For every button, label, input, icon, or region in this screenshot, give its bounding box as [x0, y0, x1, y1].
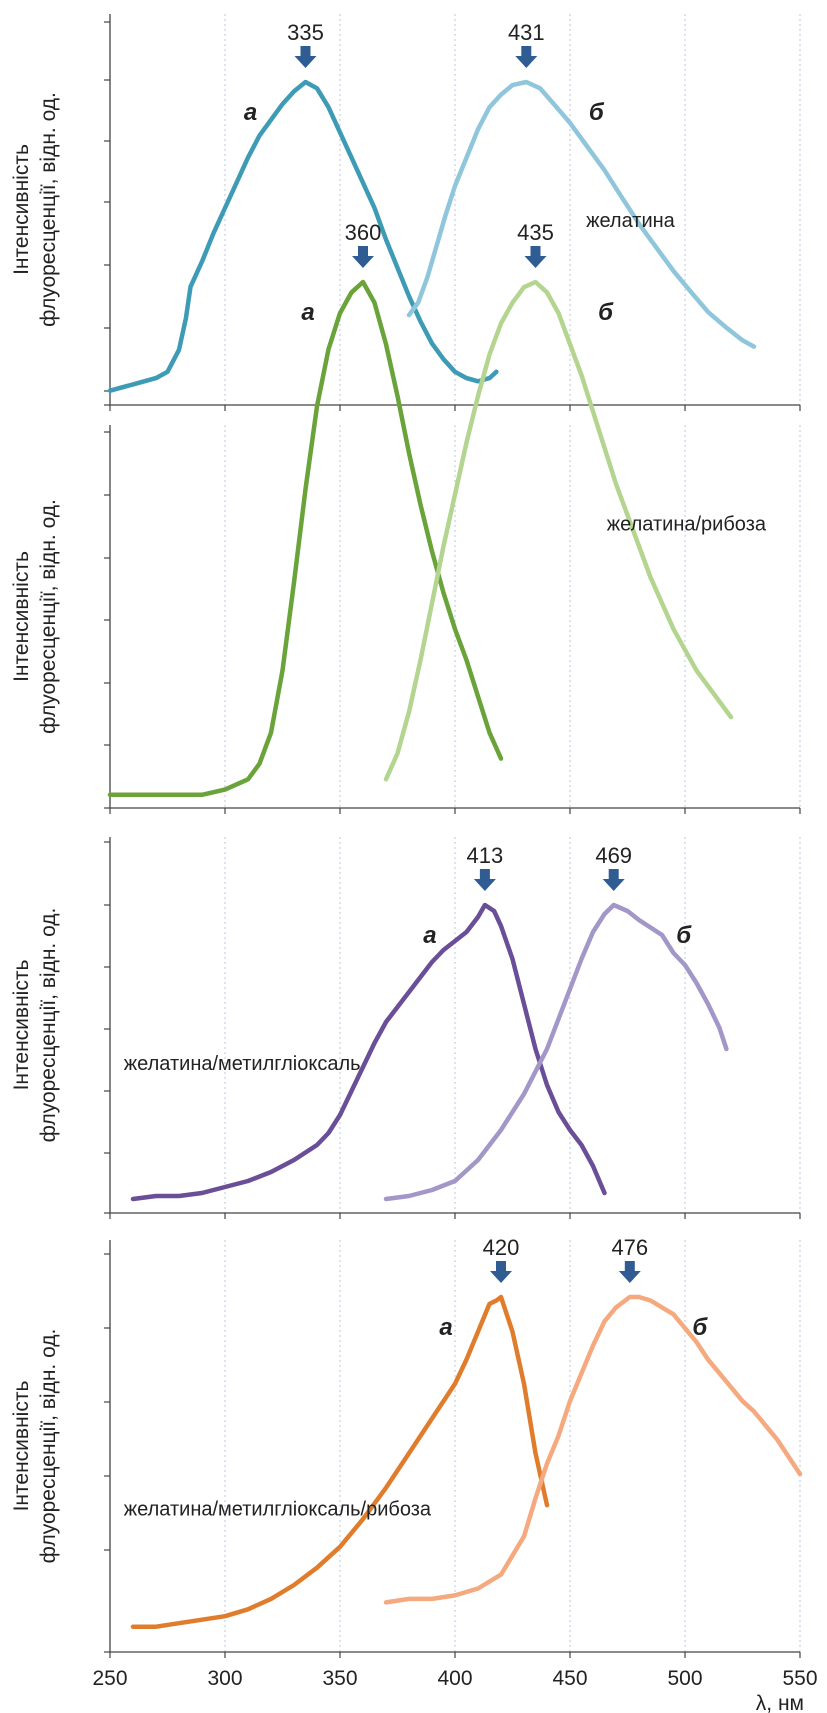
curve-tag: а — [439, 1314, 452, 1341]
x-tick-label: 500 — [667, 1667, 702, 1690]
y-axis-label: Інтенсивність флуоресценції, відн. од. — [10, 908, 60, 1143]
x-tick-label: 300 — [207, 1667, 242, 1690]
panel-1: Інтенсивність флуоресценції, відн. од. 335… — [10, 14, 801, 411]
peak-arrow — [618, 1261, 641, 1283]
y-axis-label: Інтенсивність флуоресценції, відн. од. — [10, 499, 60, 734]
peak-arrow — [352, 246, 374, 268]
series-line-a — [130, 902, 607, 1202]
peak-arrow — [490, 1261, 512, 1283]
series-line-b — [383, 902, 729, 1202]
x-tick-label: 400 — [437, 1667, 472, 1690]
peak-label: 431 — [508, 20, 545, 45]
peak-label: 476 — [611, 1235, 648, 1260]
curve-tag: б — [598, 299, 614, 326]
curve-tag: а — [423, 922, 436, 949]
peak-label: 360 — [345, 220, 382, 245]
y-axis-label: Інтенсивність флуоресценції, відн. од. — [10, 92, 60, 327]
peak-arrow — [602, 869, 625, 891]
peak-arrow — [524, 246, 547, 268]
series-line-b — [383, 1294, 803, 1605]
peak-label: 335 — [287, 20, 324, 45]
series-line-a — [130, 1294, 550, 1629]
x-tick-label: 550 — [782, 1667, 817, 1690]
peak-arrow — [294, 46, 317, 68]
x-tick-label: 450 — [552, 1667, 587, 1690]
x-tick-label: 250 — [92, 1667, 127, 1690]
sample-label: желатина — [586, 210, 676, 232]
peak-label: 469 — [595, 843, 632, 868]
sample-label: желатина/метилгліоксаль/рибоза — [124, 1499, 432, 1521]
series-line-a — [107, 79, 499, 393]
peak-label: 413 — [467, 843, 504, 868]
curve-tag: б — [676, 922, 692, 949]
series-line-b — [383, 279, 734, 782]
panel-2: Інтенсивність флуоресценції, відн. од. 360… — [10, 220, 801, 814]
panel-3: Інтенсивність флуоресценції, відн. од. 413… — [10, 837, 801, 1219]
sample-label: желатина/рибоза — [607, 514, 767, 536]
peak-arrow — [515, 46, 538, 68]
sample-label: желатина/метилгліоксаль — [124, 1053, 361, 1075]
x-tick-label: 350 — [322, 1667, 357, 1690]
y-axis-label: Інтенсивність флуоресценції, відн. од. — [10, 1329, 60, 1564]
series-line-a — [107, 279, 504, 798]
peak-label: 420 — [483, 1235, 520, 1260]
curve-tag: а — [301, 299, 314, 326]
peak-label: 435 — [517, 220, 554, 245]
curve-tag: б — [692, 1314, 708, 1341]
curve-tag: а — [244, 99, 257, 126]
curve-tag: б — [589, 99, 605, 126]
panel-4: Інтенсивність флуоресценції, відн. од. 420… — [10, 1235, 818, 1713]
x-axis-label: λ, нм — [756, 1692, 804, 1713]
series-line-b — [406, 79, 757, 349]
peak-arrow — [473, 869, 496, 891]
